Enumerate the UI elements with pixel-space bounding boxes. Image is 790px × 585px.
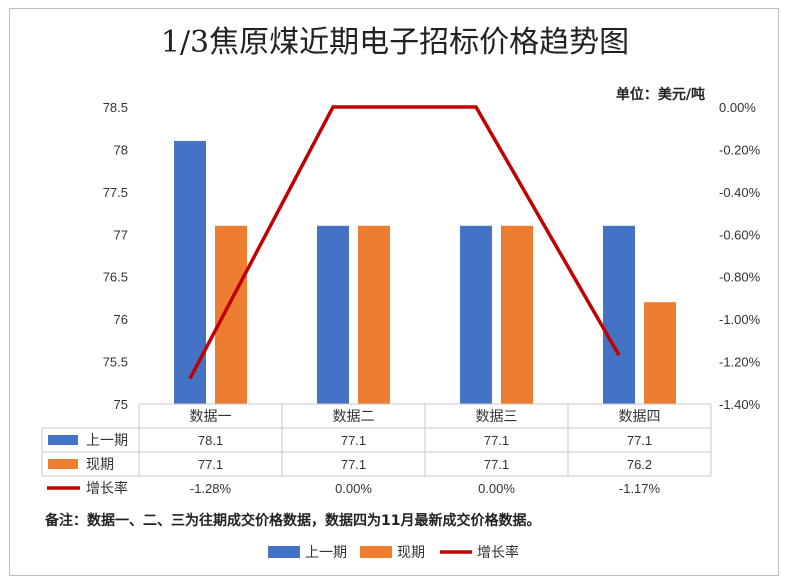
table-cell-value: 76.2: [627, 457, 652, 472]
left-axis: 78.5 78 77.5 77 76.5 76 75.5 75: [103, 100, 128, 412]
table-cell-value: 77.1: [198, 457, 223, 472]
bar: [215, 225, 247, 404]
bar: [501, 225, 533, 404]
legend-swatch: [360, 546, 392, 558]
table-cell-value: 77.1: [484, 457, 509, 472]
table-cell-value: 77.1: [627, 433, 652, 448]
right-tick-label: 0.00%: [719, 100, 756, 115]
bar: [644, 302, 676, 404]
table-series-name: 上一期: [86, 433, 128, 449]
table-cell-value: 77.1: [341, 433, 366, 448]
table-cell-value: 77.1: [341, 457, 366, 472]
growth-line: [188, 105, 621, 380]
unit-label: 单位：美元/吨: [616, 86, 705, 103]
left-tick-label: 78.5: [103, 100, 128, 115]
right-tick-label: -0.20%: [719, 142, 761, 157]
category-label: 数据四: [619, 409, 661, 425]
left-tick-label: 77.5: [103, 185, 128, 200]
right-tick-label: -0.80%: [719, 270, 761, 285]
category-label: 数据三: [476, 409, 518, 425]
table-cell-value: 77.1: [484, 433, 509, 448]
chart-title: 1/3焦原煤近期电子招标价格趋势图: [161, 25, 629, 60]
table-series-name: 增长率: [86, 480, 128, 497]
growth-line-series: [188, 105, 621, 380]
left-tick-label: 78: [114, 142, 128, 157]
table-cell-value: 78.1: [198, 433, 223, 448]
table-cell-value: 0.00%: [478, 481, 515, 496]
chart-frame: [9, 8, 779, 576]
bar: [174, 140, 206, 404]
right-tick-label: -1.20%: [719, 355, 761, 370]
left-tick-label: 76: [114, 312, 128, 327]
bars: [174, 140, 676, 404]
bar: [460, 225, 492, 404]
legend-label: 现期: [397, 545, 425, 561]
left-tick-label: 75.5: [103, 355, 128, 370]
legend-label: 上一期: [305, 545, 347, 561]
left-tick-label: 77: [114, 227, 128, 242]
bar: [358, 225, 390, 404]
left-tick-label: 75: [114, 397, 128, 412]
table-series-swatch: [48, 435, 78, 445]
category-label: 数据一: [190, 409, 232, 425]
right-tick-label: -0.40%: [719, 185, 761, 200]
table-cell-value: -1.28%: [190, 481, 232, 496]
legend-label: 增长率: [477, 544, 519, 561]
right-axis: 0.00% -0.20% -0.40% -0.60% -0.80% -1.00% -1.20…: [719, 100, 761, 412]
table-cell-value: -1.17%: [619, 481, 661, 496]
bar: [317, 225, 349, 404]
right-tick-label: -1.40%: [719, 397, 761, 412]
right-tick-label: -1.00%: [719, 312, 761, 327]
table-series-name: 现期: [86, 457, 114, 473]
legend-swatch: [268, 546, 300, 558]
table-series-swatch: [48, 459, 78, 469]
bar: [603, 225, 635, 404]
legend: 上一期 现期 增长率: [268, 544, 519, 561]
left-tick-label: 76.5: [103, 270, 128, 285]
right-tick-label: -0.60%: [719, 227, 761, 242]
footnote: 备注：数据一、二、三为往期成交价格数据，数据四为11月最新成交价格数据。: [44, 512, 540, 529]
table-cell-value: 0.00%: [335, 481, 372, 496]
category-label: 数据二: [333, 409, 375, 425]
